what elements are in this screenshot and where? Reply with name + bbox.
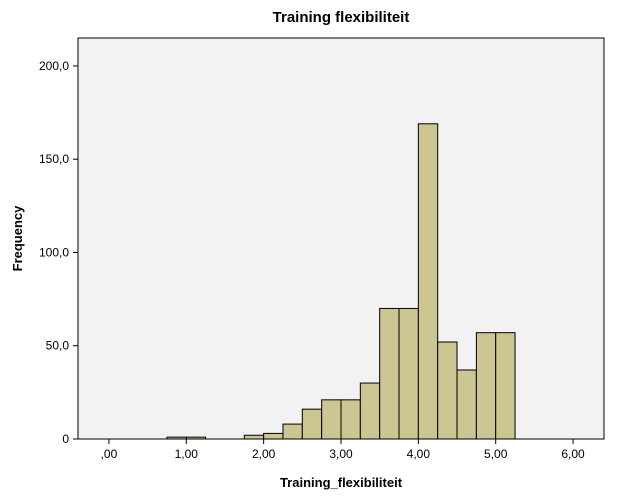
histogram-bar [283,424,302,439]
x-tick-label: 6,00 [561,447,585,461]
histogram-bar [302,409,321,439]
histogram-bar [418,124,437,439]
histogram-bar [476,333,495,439]
x-tick-label: 5,00 [484,447,508,461]
x-tick-label: ,00 [101,447,118,461]
histogram-bar [496,333,515,439]
histogram-bar [244,435,263,439]
histogram-bar [360,383,379,439]
histogram-bar [264,433,283,439]
histogram-bar [438,342,457,439]
y-tick-label: 0 [62,432,69,446]
histogram-bar [322,400,341,439]
x-tick-label: 3,00 [329,447,353,461]
y-axis-label: Frequency [10,205,25,272]
histogram-bar [380,308,399,439]
x-tick-label: 4,00 [407,447,431,461]
chart-svg: 0 50,0 100,0 150,0 200,0 ,00 1,00 2,00 3,00 4,00 5… [0,0,626,501]
x-axis-label: Training_flexibiliteit [280,475,403,490]
histogram-bar [457,370,476,439]
chart-title: Training flexibiliteit [273,9,410,26]
histogram-bar [341,400,360,439]
y-tick-label: 200,0 [39,59,69,73]
histogram-chart: 0 50,0 100,0 150,0 200,0 ,00 1,00 2,00 3,00 4,00 5… [0,0,626,501]
plot-area [78,38,604,439]
histogram-bar [399,308,418,439]
y-tick-label: 100,0 [39,245,69,259]
x-tick-label: 1,00 [175,447,199,461]
y-tick-label: 150,0 [39,152,69,166]
y-tick-label: 50,0 [46,339,70,353]
x-tick-label: 2,00 [252,447,276,461]
